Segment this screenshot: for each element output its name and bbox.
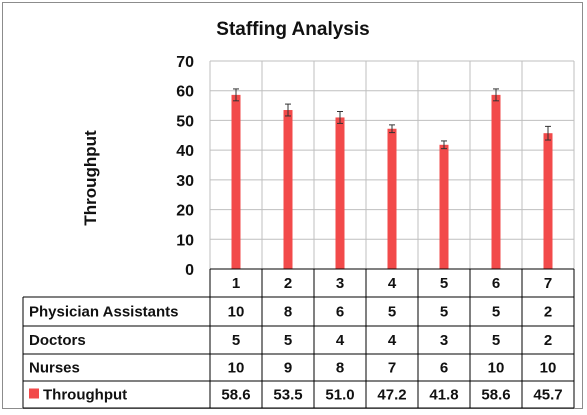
- data-value-label: 58.6: [221, 387, 250, 404]
- y-axis-ticks: 0 10 20 30 40 50 60 70: [176, 54, 194, 279]
- y-tick-label: 50: [176, 113, 194, 130]
- table-cell: 5: [232, 332, 240, 349]
- table-cell: 10: [488, 360, 505, 377]
- y-tick-label: 70: [176, 54, 194, 71]
- bar: [491, 94, 501, 269]
- staffing-chart: Staffing Analysis Throughput 01020304050…: [22, 19, 575, 409]
- table-cell: 4: [388, 332, 397, 349]
- data-value-label: 47.2: [377, 387, 406, 404]
- table-cell: 5: [492, 304, 500, 321]
- data-value-label: 51.0: [325, 387, 354, 404]
- table-cell: 6: [440, 360, 448, 377]
- table-cell: 5: [388, 304, 396, 321]
- table-cell: 5: [440, 304, 448, 321]
- table-row-label: Nurses: [29, 360, 80, 377]
- grid-lines: [209, 60, 575, 269]
- table-cell: 5: [284, 332, 292, 349]
- x-category-label: 1: [232, 275, 240, 292]
- bar: [283, 110, 293, 270]
- y-axis-title: Throughput: [81, 130, 100, 226]
- data-value-label: 53.5: [273, 387, 302, 404]
- x-category-label: 2: [284, 275, 292, 292]
- x-category-label: 3: [336, 275, 344, 292]
- bar: [439, 144, 449, 269]
- data-value-label: 45.7: [533, 387, 562, 404]
- x-category-label: 6: [492, 275, 500, 292]
- table-cell: 8: [336, 360, 344, 377]
- chart-title: Staffing Analysis: [216, 19, 369, 40]
- table-cell: 7: [388, 360, 396, 377]
- chart-frame: Staffing Analysis Throughput 0 10 20 30 40 50…: [2, 2, 583, 409]
- table-cell: 6: [336, 304, 344, 321]
- table-row-label: Doctors: [29, 332, 86, 349]
- table-cell: 2: [544, 304, 552, 321]
- y-tick-label: 30: [176, 173, 194, 190]
- legend-swatch: [29, 388, 39, 399]
- bar: [543, 133, 553, 269]
- legend-label: Throughput: [43, 387, 127, 404]
- table-cell: 9: [284, 360, 292, 377]
- y-tick-label: 0: [185, 262, 194, 279]
- table-cell: 10: [228, 304, 245, 321]
- x-category-label: 5: [440, 275, 448, 292]
- data-value-label: 41.8: [429, 387, 458, 404]
- x-category-label: 4: [388, 275, 397, 292]
- table-cell: 10: [228, 360, 245, 377]
- table-cell: 5: [492, 332, 500, 349]
- table-cell: 4: [336, 332, 345, 349]
- y-tick-label: 20: [176, 203, 194, 220]
- data-table: 1 2 3 4 5 6 7 Physician Assistants 10 8 6 5 5 5 2 Docto…: [22, 268, 575, 409]
- data-value-label: 58.6: [481, 387, 510, 404]
- table-cell: 2: [544, 332, 552, 349]
- table-cell: 10: [540, 360, 557, 377]
- y-tick-label: 10: [176, 232, 194, 249]
- y-tick-label: 40: [176, 143, 194, 160]
- table-cell: 8: [284, 304, 292, 321]
- bar: [335, 117, 345, 269]
- bar: [231, 94, 241, 269]
- x-category-label: 7: [544, 275, 552, 292]
- bar: [387, 128, 397, 269]
- table-cell: 3: [440, 332, 448, 349]
- bar-series: [231, 88, 553, 270]
- table-row-label: Physician Assistants: [29, 304, 179, 321]
- y-tick-label: 60: [176, 84, 194, 101]
